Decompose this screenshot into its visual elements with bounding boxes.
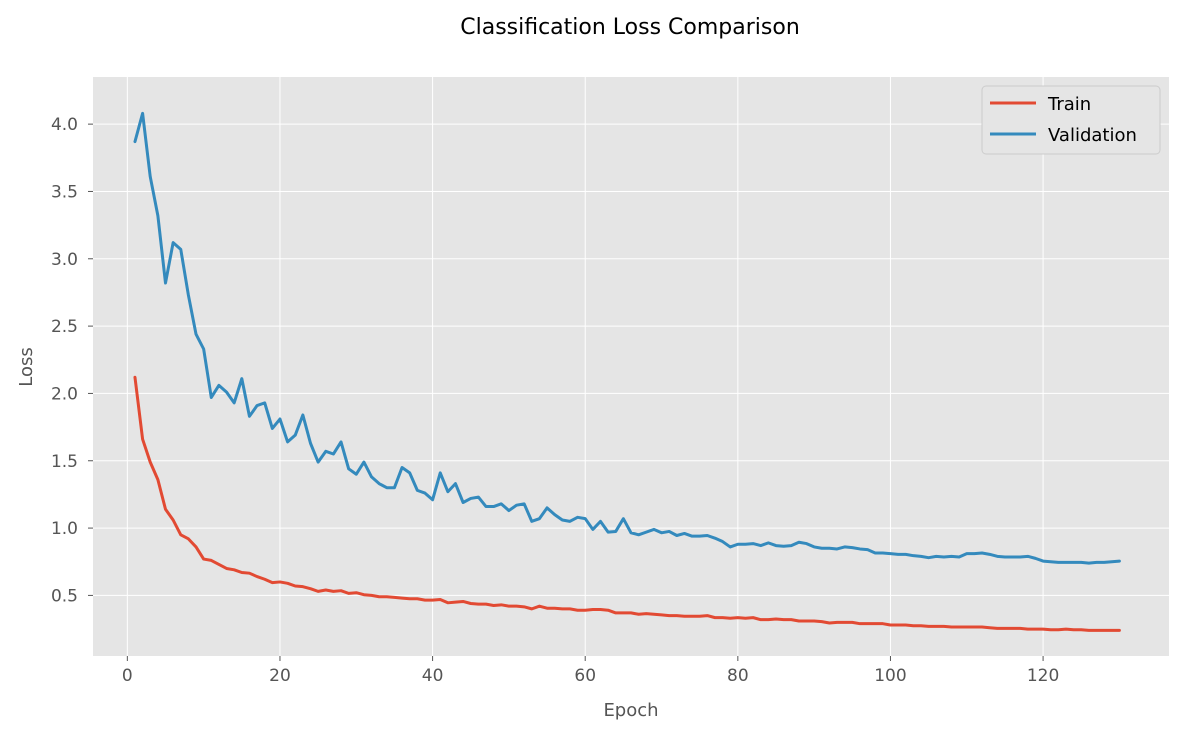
chart-title: Classification Loss Comparison	[460, 15, 800, 40]
y-tick-label: 2.5	[51, 317, 78, 337]
x-axis: 0 20 40 60 80 100 120	[122, 656, 1059, 686]
legend-label-validation: Validation	[1048, 125, 1137, 146]
series-line-train	[133, 375, 1121, 632]
y-axis-label: Loss	[16, 347, 37, 386]
x-tick-label: 40	[422, 666, 444, 686]
plot-area	[93, 77, 1169, 656]
y-tick-label: 3.5	[51, 182, 78, 202]
y-tick-label: 1.5	[51, 452, 78, 472]
y-axis: 0.5 1.0 1.5 2.0 2.5 3.0 3.5 4.0	[51, 115, 93, 606]
y-tick-label: 3.0	[51, 250, 78, 270]
legend-label-train: Train	[1047, 94, 1091, 115]
y-tick-label: 4.0	[51, 115, 78, 135]
x-tick-label: 80	[727, 666, 749, 686]
x-tick-label: 20	[269, 666, 291, 686]
x-axis-label: Epoch	[603, 700, 658, 721]
y-tick-label: 2.0	[51, 384, 78, 404]
x-tick-label: 100	[874, 666, 906, 686]
x-tick-label: 60	[574, 666, 596, 686]
series-line-validation	[133, 111, 1121, 565]
x-tick-label: 120	[1027, 666, 1059, 686]
y-tick-label: 1.0	[51, 519, 78, 539]
y-tick-label: 0.5	[51, 586, 78, 606]
grid-lines	[93, 77, 1169, 656]
legend: Train Validation	[981, 85, 1161, 155]
x-tick-label: 0	[122, 666, 133, 686]
series-layer	[133, 111, 1121, 632]
